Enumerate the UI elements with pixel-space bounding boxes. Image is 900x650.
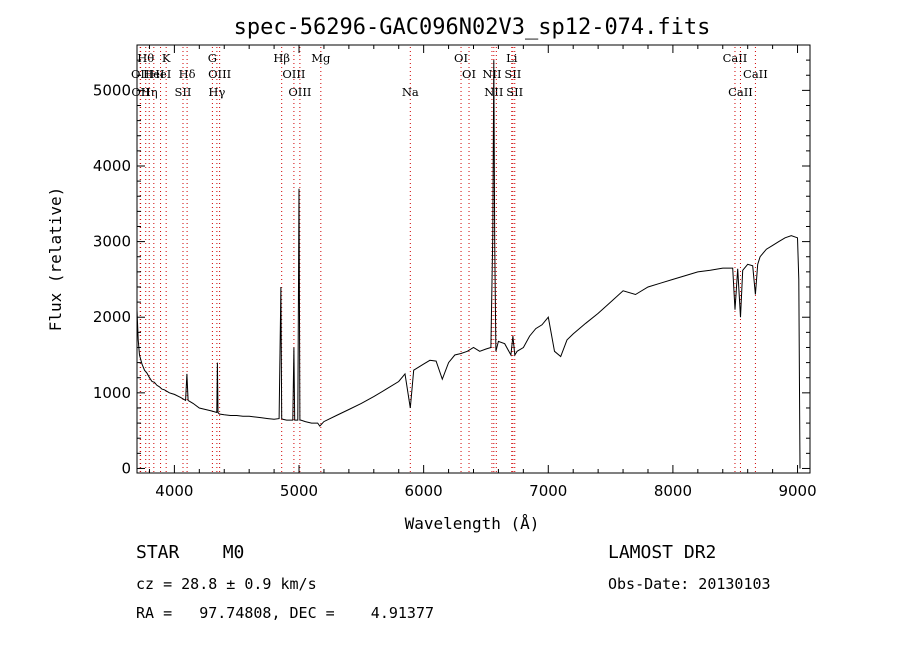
y-tick-label-2: 2000	[93, 308, 131, 326]
line-label-11: OIII	[208, 67, 231, 81]
x-tick-label-4: 8000	[654, 482, 692, 500]
object-classification: STAR M0	[136, 542, 245, 563]
y-tick-label-0: 0	[121, 459, 131, 477]
line-label-13: OIII	[282, 67, 305, 81]
x-axis-ticks: 4000 5000 6000 7000 8000 9000	[148, 45, 817, 500]
line-label-7: SII	[175, 85, 192, 99]
x-tick-label-3: 7000	[529, 482, 567, 500]
line-label-2: Hθ	[137, 51, 154, 65]
chart-title: spec-56296-GAC096N02V3_sp12-074.fits	[234, 15, 711, 40]
x-tick-label-0: 4000	[155, 482, 193, 500]
line-label-8: Hδ	[179, 67, 196, 81]
line-label-19: NII	[482, 67, 501, 81]
x-tick-label-5: 9000	[778, 482, 816, 500]
y-tick-label-5: 5000	[93, 81, 131, 99]
observation-date: Obs-Date: 20130103	[608, 575, 771, 593]
x-tick-label-2: 6000	[405, 482, 443, 500]
line-label-12: Hβ	[273, 51, 290, 65]
line-label-22: Li	[506, 51, 518, 65]
line-label-17: OI	[454, 51, 468, 65]
y-tick-label-4: 4000	[93, 157, 131, 175]
spectral-line-markers: OIIOIIHθHηHeIHeIKSIIHδGHγOIIIHβOIIIOIIIM…	[131, 47, 768, 473]
y-axis-ticks: 0 1000 2000 3000 4000 5000	[93, 59, 810, 477]
y-tick-label-3: 3000	[93, 233, 131, 251]
line-label-6: K	[162, 51, 171, 65]
redshift-velocity: cz = 28.8 ± 0.9 km/s	[136, 575, 317, 593]
line-label-25: CaII	[723, 51, 748, 65]
line-label-24: SII	[506, 85, 523, 99]
line-label-9: G	[208, 51, 217, 65]
coordinates: RA = 97.74808, DEC = 4.91377	[136, 604, 435, 622]
line-label-3: Hη	[141, 85, 158, 99]
x-axis-label: Wavelength (Å)	[405, 514, 540, 533]
line-label-27: CaII	[743, 67, 768, 81]
line-label-14: OIII	[288, 85, 311, 99]
survey-name: LAMOST DR2	[608, 542, 717, 563]
plot-frame	[136, 44, 811, 474]
line-label-0: OII	[131, 67, 150, 81]
line-label-5: HeI	[150, 67, 171, 81]
line-label-15: Mg	[311, 51, 331, 65]
x-tick-label-1: 5000	[280, 482, 318, 500]
line-label-16: Na	[402, 85, 419, 99]
y-tick-label-1: 1000	[93, 384, 131, 402]
spectrum-series-line	[136, 60, 801, 469]
line-label-26: CaII	[728, 85, 753, 99]
line-label-23: SII	[504, 67, 521, 81]
y-axis-label: Flux (relative)	[46, 187, 65, 332]
line-label-10: Hγ	[208, 85, 225, 99]
line-label-18: OI	[462, 67, 476, 81]
line-label-4: HeI	[143, 67, 164, 81]
